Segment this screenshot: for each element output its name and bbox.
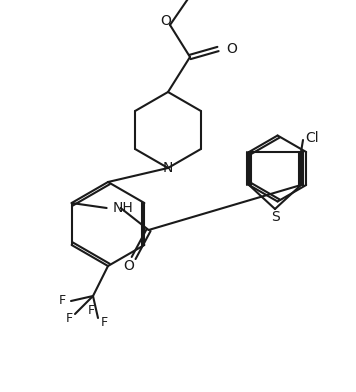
Text: F: F [66,312,73,325]
Text: NH: NH [112,201,134,215]
Text: F: F [100,316,108,330]
Text: N: N [163,161,173,175]
Text: F: F [58,294,66,307]
Text: Cl: Cl [305,131,319,145]
Text: O: O [161,14,172,28]
Text: F: F [88,303,95,316]
Text: O: O [226,42,237,56]
Text: S: S [271,210,279,224]
Text: O: O [123,259,134,273]
